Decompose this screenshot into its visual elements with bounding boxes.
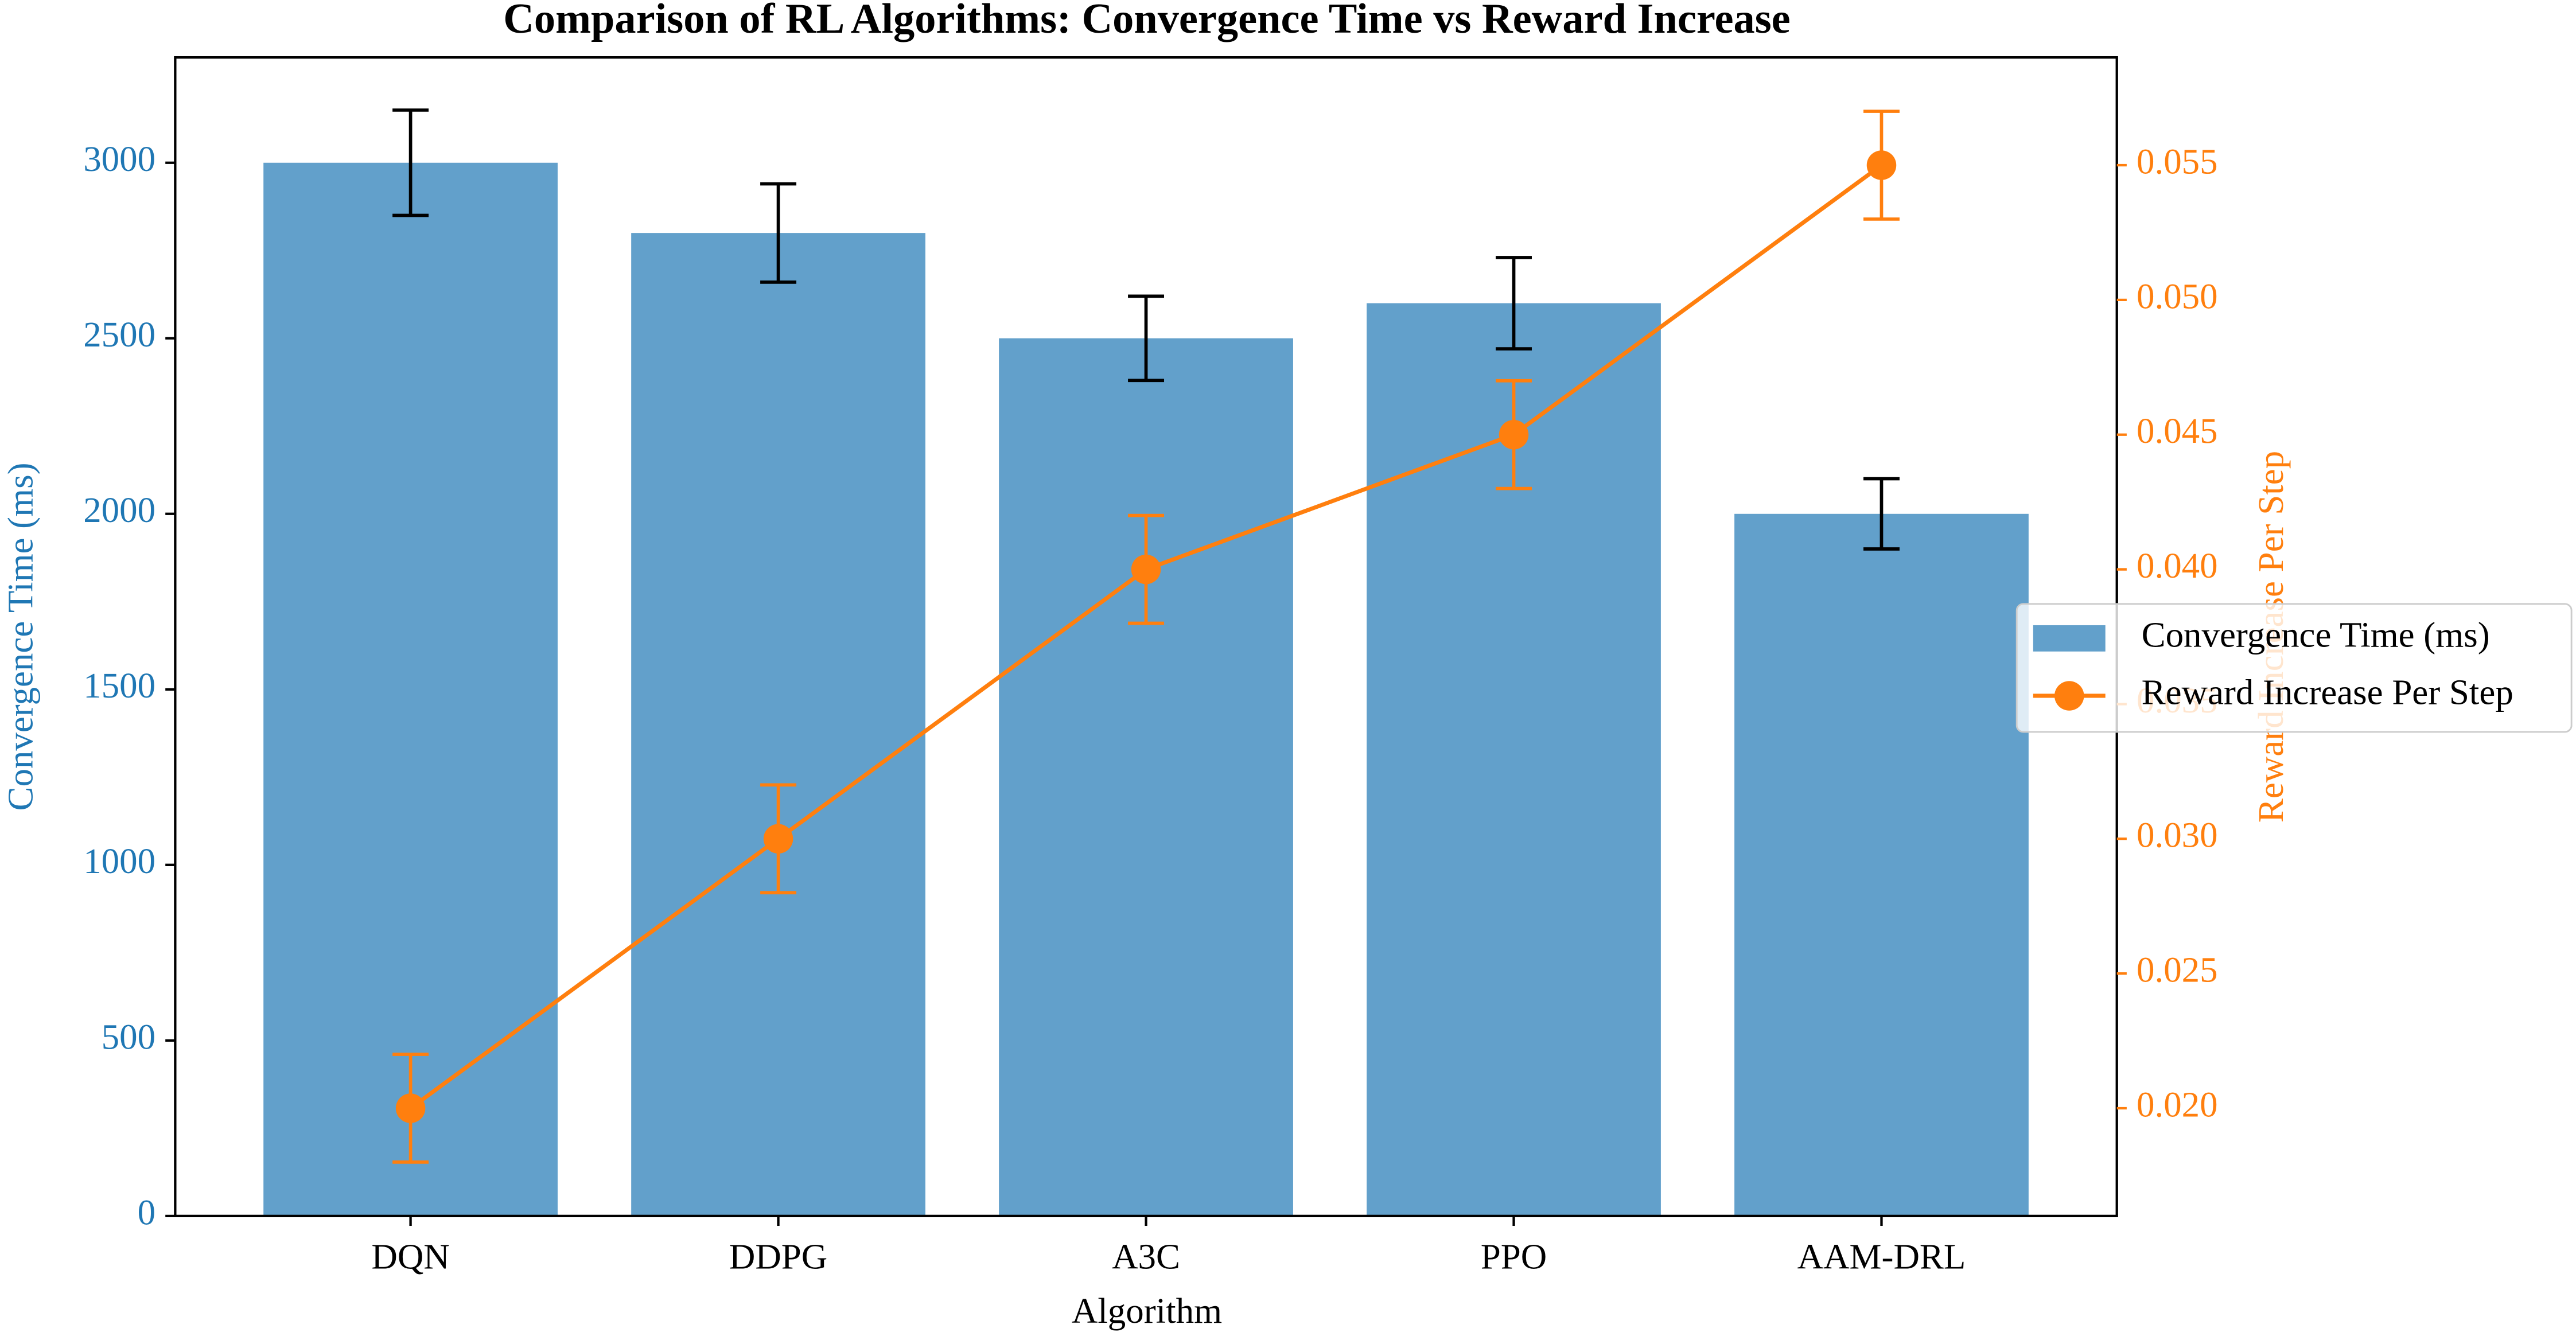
legend-label: Convergence Time (ms) (2142, 614, 2490, 655)
error-bar (1128, 294, 1165, 383)
y2-tick-label: 0.045 (2137, 411, 2218, 451)
error-bar (760, 182, 797, 284)
y-tick-label: 500 (102, 1016, 155, 1057)
bar (631, 233, 925, 1216)
y2-tick-label: 0.040 (2137, 546, 2218, 586)
bar (1734, 513, 2029, 1216)
y2-tick-label: 0.025 (2137, 950, 2218, 990)
y2-tick-label: 0.050 (2137, 276, 2218, 316)
x-tick-label: DQN (371, 1237, 449, 1277)
legend-label: Reward Increase Per Step (2142, 672, 2513, 712)
marker (395, 1093, 426, 1123)
error-bar (1863, 477, 1900, 551)
legend-box (2015, 603, 2573, 733)
x-tick-label: A3C (1112, 1237, 1180, 1277)
y-tick-label: 3000 (83, 139, 155, 179)
x-tick-label: DDPG (729, 1237, 827, 1277)
error-bar (1496, 256, 1532, 350)
marker (1499, 419, 1529, 450)
bar (999, 338, 1293, 1216)
x-tick-label: PPO (1481, 1237, 1547, 1277)
legend-marker (2054, 681, 2084, 711)
error-bar (392, 108, 429, 217)
marker (1866, 150, 1897, 180)
y-tick-label: 2500 (83, 314, 155, 354)
y-axis-label: Convergence Time (ms) (1, 462, 41, 811)
x-tick-label: AAM-DRL (1797, 1237, 1966, 1277)
x-axis-label: Algorithm (1072, 1291, 1222, 1331)
legend: Convergence Time (ms) Reward Increase Per… (2015, 603, 2573, 733)
chart-title: Comparison of RL Algorithms: Convergence… (503, 0, 1791, 42)
y-tick-label: 2000 (83, 490, 155, 530)
marker (1131, 554, 1161, 585)
y-tick-label: 1500 (83, 665, 155, 706)
y2-tick-label: 0.020 (2137, 1084, 2218, 1124)
legend-swatch (2033, 625, 2106, 652)
y2-tick-label: 0.030 (2137, 815, 2218, 855)
bar (263, 162, 558, 1216)
y2-tick-label: 0.055 (2137, 141, 2218, 181)
y-tick-label: 1000 (83, 841, 155, 881)
marker (763, 824, 793, 854)
y-tick-label: 0 (138, 1192, 155, 1232)
